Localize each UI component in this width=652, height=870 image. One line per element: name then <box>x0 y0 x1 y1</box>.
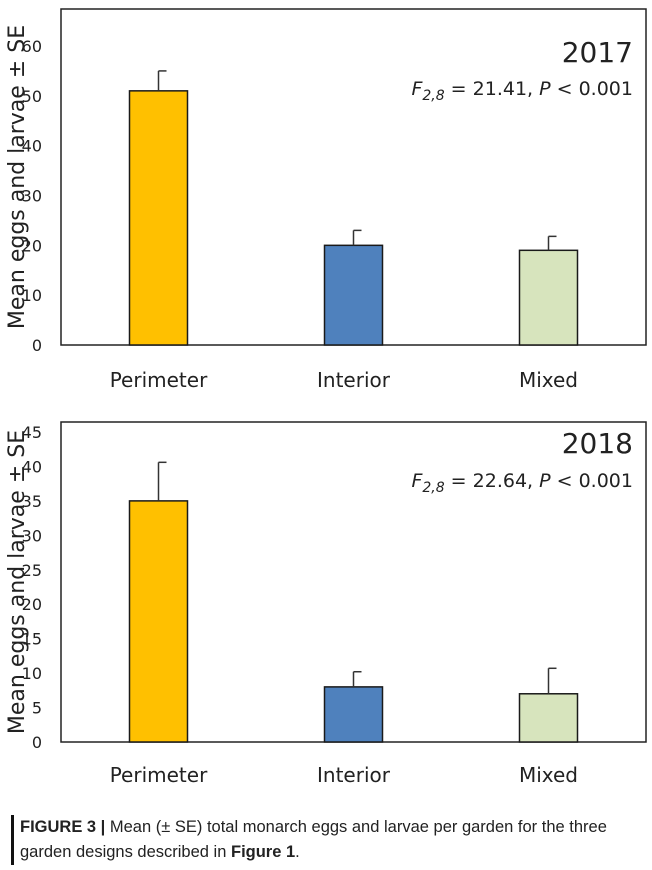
stat-df: 2,8 <box>422 480 444 496</box>
bar-interior <box>323 244 384 346</box>
y-tick-label: 40 <box>22 457 42 476</box>
bar-interior <box>323 686 384 743</box>
caption-label: FIGURE 3 | <box>20 818 106 836</box>
stat-f-value: = 22.64, <box>445 470 539 492</box>
x-tick-label: Perimeter <box>110 368 208 392</box>
stat-f: F <box>411 470 423 492</box>
y-tick-label: 5 <box>32 699 42 718</box>
y-tick-label: 30 <box>22 526 42 545</box>
y-axis-label: Mean eggs and larvae ± SE <box>5 25 30 329</box>
bar-mixed <box>518 693 579 743</box>
y-tick-label: 45 <box>22 423 42 442</box>
y-tick-label: 40 <box>22 137 42 156</box>
y-tick-group: 0 10 20 30 40 50 60 <box>22 37 42 355</box>
bar-perimeter <box>128 500 189 743</box>
y-tick-label: 15 <box>22 630 42 649</box>
y-tick-label: 20 <box>22 236 42 255</box>
y-tick-label: 30 <box>22 187 42 206</box>
stat-f-value: = 21.41, <box>445 78 539 100</box>
x-tick-group: Perimeter Interior Mixed <box>110 368 578 392</box>
y-tick-group: 0 5 10 15 20 25 30 35 40 45 <box>22 423 42 752</box>
caption-figure-ref[interactable]: Figure 1 <box>230 843 296 861</box>
bar-perimeter <box>128 90 189 346</box>
chart-2017-svg: 0 10 20 30 40 50 60 Perimeter Interior Mixed Mea… <box>5 8 647 392</box>
chart-2017: 0 10 20 30 40 50 60 Perimeter Interior Mixed Mea… <box>0 0 652 400</box>
stat-annotation: F2,8 = 22.64, P < 0.001 <box>411 470 633 496</box>
stat-p: P <box>539 78 551 100</box>
y-tick-label: 35 <box>22 492 42 511</box>
y-tick-label: 25 <box>22 561 42 580</box>
chart-2018-svg: 0 5 10 15 20 25 30 35 40 45 Perimeter Interior Mixe… <box>5 421 647 787</box>
x-tick-label: Interior <box>317 763 391 787</box>
x-tick-label: Perimeter <box>110 763 208 787</box>
bar-group <box>128 461 579 743</box>
stat-p: P <box>539 470 551 492</box>
bar-group <box>128 70 579 346</box>
x-tick-group: Perimeter Interior Mixed <box>110 763 578 787</box>
y-tick-label: 10 <box>22 286 42 305</box>
y-tick-label: 10 <box>22 664 42 683</box>
y-tick-label: 0 <box>32 336 42 355</box>
y-tick-label: 20 <box>22 595 42 614</box>
x-tick-label: Mixed <box>519 368 578 392</box>
x-tick-label: Mixed <box>519 763 578 787</box>
chart-title: 2017 <box>562 36 633 69</box>
stat-p-value: < 0.001 <box>551 470 633 492</box>
stat-p-value: < 0.001 <box>551 78 633 100</box>
stat-df: 2,8 <box>422 88 444 104</box>
y-tick-label: 50 <box>22 87 42 106</box>
figure-caption: FIGURE 3 | Mean (± SE) total monarch egg… <box>11 815 650 865</box>
stat-annotation: F2,8 = 21.41, P < 0.001 <box>411 78 633 104</box>
stat-f: F <box>411 78 423 100</box>
y-tick-label: 60 <box>22 37 42 56</box>
y-axis-label: Mean eggs and larvae ± SE <box>5 430 30 734</box>
y-tick-label: 0 <box>32 733 42 752</box>
chart-2018: 0 5 10 15 20 25 30 35 40 45 Perimeter Interior Mixe… <box>0 405 652 800</box>
x-tick-label: Interior <box>317 368 391 392</box>
chart-title: 2018 <box>562 427 633 460</box>
caption-text: Mean (± SE) total monarch eggs and larva… <box>20 818 607 861</box>
bar-mixed <box>518 249 579 346</box>
caption-end: . <box>295 843 300 861</box>
